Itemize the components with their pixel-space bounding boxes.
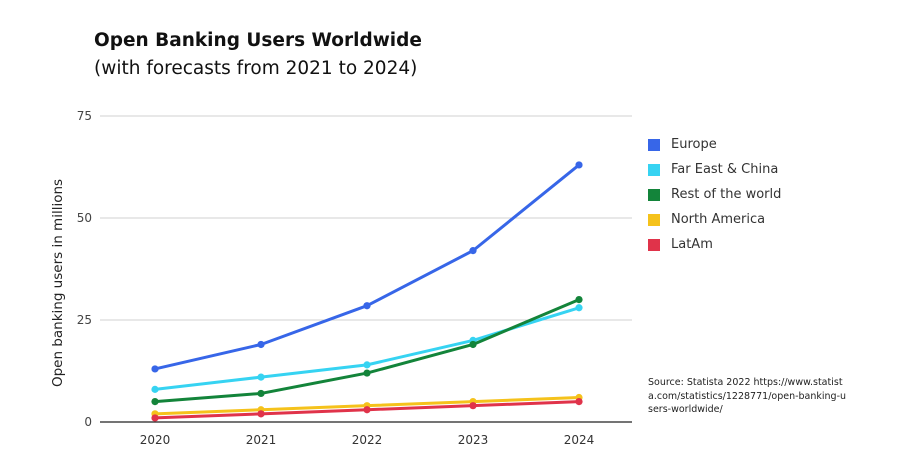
y-axis-label: Open banking users in millions (50, 179, 66, 387)
chart-title: Open Banking Users Worldwide (94, 30, 422, 51)
x-tick-label: 2022 (352, 433, 383, 447)
data-point (469, 247, 477, 255)
data-point (469, 402, 477, 410)
legend-swatch (648, 138, 660, 151)
x-tick-label: 2020 (140, 433, 171, 447)
legend-swatch (648, 188, 660, 201)
data-point (363, 406, 371, 414)
data-point (257, 340, 265, 349)
data-point (363, 302, 371, 310)
legend-item-europe: Europe (648, 132, 781, 157)
data-point (363, 361, 371, 369)
data-point (575, 296, 583, 304)
data-point (257, 373, 265, 381)
data-point (257, 410, 265, 418)
x-tick-label: 2024 (564, 433, 595, 447)
legend-label: Far East & China (671, 162, 779, 177)
legend-swatch (648, 163, 660, 176)
data-point (575, 304, 583, 312)
legend-label: Europe (671, 137, 717, 152)
data-point (575, 161, 583, 169)
data-point (469, 340, 477, 349)
data-point (151, 385, 159, 393)
chart-subtitle: (with forecasts from 2021 to 2024) (94, 58, 418, 79)
legend-item-far-east-china: Far East & China (648, 157, 781, 182)
data-point (575, 398, 583, 406)
data-point (151, 414, 159, 422)
y-tick-label: 75 (77, 109, 92, 123)
legend-item-rest-of-world: Rest of the world (648, 182, 781, 207)
legend-swatch (648, 238, 660, 251)
y-tick-label: 0 (84, 415, 92, 429)
series-line (153, 298, 581, 404)
legend-item-latam: LatAm (648, 232, 781, 257)
data-point (151, 365, 159, 373)
legend: Europe Far East & China Rest of the worl… (648, 132, 781, 257)
source-note: Source: Statista 2022 https://www.statis… (648, 377, 847, 415)
data-point (257, 389, 265, 398)
data-point (151, 398, 159, 406)
legend-item-north-america: North America (648, 207, 781, 232)
legend-swatch (648, 213, 660, 226)
legend-label: Rest of the world (671, 187, 782, 202)
x-tick-label: 2023 (458, 433, 489, 447)
y-tick-label: 25 (77, 313, 92, 327)
legend-label: LatAm (671, 237, 713, 252)
series-line (153, 163, 581, 371)
x-tick-label: 2021 (246, 433, 277, 447)
data-point (363, 369, 371, 377)
y-tick-label: 50 (77, 211, 92, 225)
legend-label: North America (671, 212, 766, 227)
